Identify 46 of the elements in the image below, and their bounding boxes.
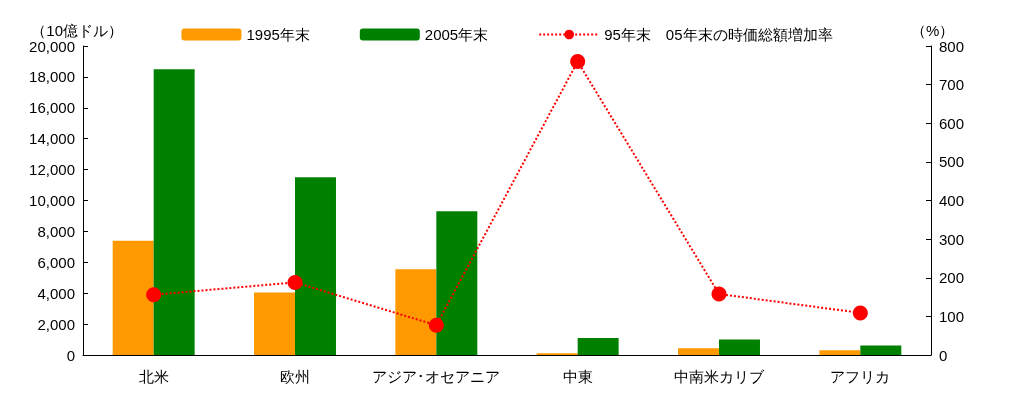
y-tick-label: 0: [66, 346, 75, 364]
y-tick-label: 2,000: [37, 315, 75, 333]
y-tick-label: 8,000: [37, 222, 75, 240]
y-tick-label: 4,000: [37, 284, 75, 302]
bar: [295, 177, 336, 355]
point: [287, 274, 303, 290]
y2-tick-label: 300: [939, 230, 965, 248]
legend-label: 1995年末: [246, 26, 310, 43]
x-tick-label: 中東: [562, 368, 593, 385]
legend-label: 95年末 05年末の時価総額増加率: [604, 26, 833, 43]
bar: [254, 292, 295, 355]
x-tick-label: アフリカ: [830, 368, 891, 385]
y-tick-label: 6,000: [37, 253, 75, 271]
bar: [112, 240, 154, 355]
y-tick-label: 18,000: [29, 68, 75, 86]
bar: [153, 69, 195, 355]
bar: [395, 269, 437, 355]
y2-axis-title: （%）: [911, 22, 955, 39]
bar: [678, 348, 719, 355]
y2-tick-label: 400: [939, 192, 965, 209]
bar: [819, 350, 861, 355]
y2-tick-label: 200: [939, 269, 965, 287]
y2-tick-label: 600: [939, 114, 965, 132]
x-tick-label: 欧州: [280, 368, 310, 385]
bar: [436, 211, 478, 355]
point: [570, 53, 586, 69]
point: [711, 286, 727, 302]
point: [146, 287, 162, 303]
y-tick-label: 16,000: [29, 99, 75, 117]
y-tick-label: 12,000: [29, 161, 75, 179]
point: [852, 305, 868, 321]
legend-label: 2005年末: [424, 26, 489, 43]
y-axis-title: （10億ドル）: [31, 22, 123, 39]
y2-tick-label: 500: [939, 153, 965, 171]
bar: [719, 339, 760, 355]
bar: [577, 338, 619, 355]
bar: [860, 345, 902, 355]
x-tick-label: アジア･オセアニア: [372, 368, 501, 385]
x-tick-label: 北米: [138, 368, 169, 385]
y2-tick-label: 0: [939, 346, 948, 364]
y-tick-label: 14,000: [29, 130, 75, 148]
y2-tick-label: 100: [939, 307, 965, 325]
point: [428, 317, 444, 333]
x-tick-label: 中南米カリブ: [674, 368, 765, 385]
y-tick-label: 10,000: [29, 192, 75, 209]
y2-tick-label: 700: [939, 76, 965, 94]
